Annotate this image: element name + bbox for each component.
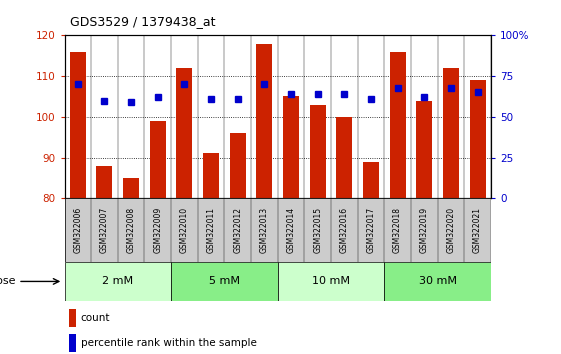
Text: GSM322014: GSM322014 (287, 207, 296, 253)
Bar (310, 105, 325, 198)
Bar (150, 121, 166, 198)
Text: GSM322015: GSM322015 (313, 207, 322, 253)
Text: GSM322007: GSM322007 (100, 207, 109, 253)
Bar (171, 262, 278, 301)
Text: GSM322010: GSM322010 (180, 207, 189, 253)
Text: GSM322016: GSM322016 (340, 207, 349, 253)
Text: percentile rank within the sample: percentile rank within the sample (81, 338, 256, 348)
Bar (443, 68, 459, 198)
Text: GSM322012: GSM322012 (233, 207, 242, 253)
Text: GSM322013: GSM322013 (260, 207, 269, 253)
Bar (384, 262, 491, 301)
Text: 2 mM: 2 mM (102, 276, 134, 286)
Bar (96, 166, 112, 198)
Text: 5 mM: 5 mM (209, 276, 240, 286)
Text: 10 mM: 10 mM (312, 276, 350, 286)
Text: GSM322006: GSM322006 (73, 207, 82, 253)
Text: count: count (81, 313, 110, 323)
Text: GSM322019: GSM322019 (420, 207, 429, 253)
Text: GSM322018: GSM322018 (393, 207, 402, 253)
Text: 30 mM: 30 mM (419, 276, 457, 286)
Bar (363, 161, 379, 198)
Bar (256, 44, 273, 198)
Bar (123, 178, 139, 198)
Bar (203, 154, 219, 198)
Text: dose: dose (0, 276, 16, 286)
Text: GSM322020: GSM322020 (447, 207, 456, 253)
Bar (416, 101, 432, 198)
Bar (278, 262, 384, 301)
Text: GSM322009: GSM322009 (153, 207, 162, 253)
Bar (230, 133, 246, 198)
Bar (69, 334, 76, 352)
Text: GSM322017: GSM322017 (366, 207, 375, 253)
Text: GSM322008: GSM322008 (127, 207, 136, 253)
Bar (70, 52, 86, 198)
Bar (283, 96, 299, 198)
Text: GSM322011: GSM322011 (206, 207, 215, 253)
Bar (389, 52, 406, 198)
Bar (176, 68, 192, 198)
Text: GDS3529 / 1379438_at: GDS3529 / 1379438_at (70, 15, 215, 28)
Bar (65, 262, 171, 301)
Text: GSM322021: GSM322021 (473, 207, 482, 253)
Bar (336, 117, 352, 198)
Bar (470, 80, 485, 198)
Bar (69, 309, 76, 327)
